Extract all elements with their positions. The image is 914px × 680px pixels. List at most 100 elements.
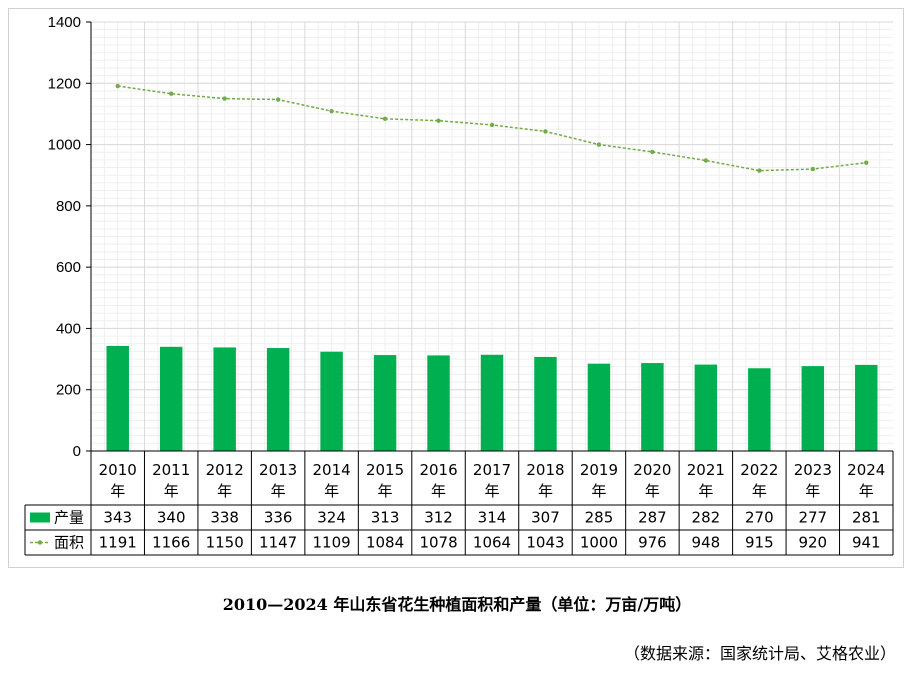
table-value-产量: 313 [371, 509, 400, 527]
y-tick-label: 0 [73, 443, 81, 460]
table-value-产量: 324 [317, 509, 346, 527]
bar-产量 [748, 368, 771, 451]
y-tick-label: 800 [56, 198, 81, 215]
bar-产量 [587, 363, 611, 451]
bar-产量 [159, 346, 183, 451]
x-category-label: 年 [431, 482, 446, 500]
y-tick-label: 400 [56, 320, 81, 337]
bar-产量 [106, 345, 129, 451]
line-point [650, 149, 655, 155]
table-value-产量: 307 [531, 509, 560, 527]
line-point [596, 142, 602, 147]
y-tick-label: 1000 [48, 137, 81, 154]
y-tick-label: 1200 [48, 75, 81, 92]
line-point [436, 118, 441, 123]
line-point [169, 91, 174, 96]
table-value-面积: 920 [798, 534, 827, 552]
x-category-label: 2023 [794, 461, 832, 479]
table-value-产量: 312 [424, 509, 453, 527]
legend-line-marker [37, 540, 43, 545]
legend-label-面积: 面积 [54, 534, 84, 552]
bar-产量 [694, 364, 718, 451]
table-value-面积: 1166 [152, 534, 190, 552]
y-tick-label: 600 [56, 259, 81, 276]
table-value-面积: 1064 [473, 534, 511, 552]
legend-label-产量: 产量 [54, 509, 84, 527]
chart-caption: 2010—2024 年山东省花生种植面积和产量（单位：万亩/万吨） [222, 595, 692, 614]
table-value-面积: 976 [638, 534, 667, 552]
line-point [543, 129, 548, 134]
line-point [329, 108, 334, 114]
table-value-面积: 1084 [366, 534, 404, 552]
line-point [115, 83, 120, 89]
table-value-面积: 1078 [419, 534, 457, 552]
table-value-产量: 340 [157, 509, 186, 527]
x-category-label: 2022 [740, 461, 778, 479]
bar-产量 [266, 348, 290, 451]
table-value-产量: 285 [585, 509, 614, 527]
bar-产量 [801, 366, 825, 451]
line-point [703, 158, 709, 163]
x-category-label: 2014 [313, 461, 351, 479]
x-category-label: 年 [591, 482, 606, 500]
x-category-label: 年 [484, 482, 499, 500]
table-value-产量: 277 [798, 509, 827, 527]
bar-产量 [480, 354, 504, 451]
x-category-label: 2012 [206, 461, 244, 479]
data-source: （数据来源：国家统计局、艾格农业） [623, 644, 896, 663]
bar-产量 [534, 356, 557, 451]
x-category-label: 年 [805, 482, 820, 500]
table-value-产量: 343 [103, 509, 132, 527]
bar-产量 [213, 347, 236, 451]
table-value-产量: 281 [852, 509, 881, 527]
y-tick-label: 200 [56, 382, 81, 399]
table-value-面积: 941 [852, 534, 881, 552]
x-category-label: 2018 [526, 461, 564, 479]
x-category-label: 2017 [473, 461, 511, 479]
table-value-面积: 1000 [580, 534, 618, 552]
x-category-label: 2015 [366, 461, 404, 479]
table-value-产量: 270 [745, 509, 774, 527]
x-category-label: 2010 [99, 461, 137, 479]
table-value-产量: 336 [264, 509, 293, 527]
x-category-label: 2020 [633, 461, 671, 479]
table-value-面积: 1043 [526, 534, 564, 552]
table-value-面积: 915 [745, 534, 774, 552]
x-category-label: 年 [110, 482, 125, 500]
table-value-面积: 1150 [206, 534, 244, 552]
line-point [489, 122, 495, 128]
x-category-label: 2021 [687, 461, 725, 479]
x-category-label: 2019 [580, 461, 618, 479]
table-value-产量: 314 [478, 509, 507, 527]
table-value-面积: 1191 [99, 534, 137, 552]
chart: 0 200 400 600 800 1000 1200 1400 2010 年 2011 年 2012 年… [24, 14, 894, 556]
line-point [757, 168, 762, 173]
x-category-label: 2011 [152, 461, 190, 479]
bar-产量 [373, 355, 397, 451]
x-category-label: 2024 [847, 461, 885, 479]
table-value-产量: 338 [210, 509, 239, 527]
line-point [275, 97, 281, 102]
x-category-label: 年 [698, 482, 713, 500]
x-category-label: 年 [324, 482, 339, 500]
table-value-面积: 948 [692, 534, 721, 552]
x-category-label: 年 [164, 482, 179, 500]
legend-bar-key [30, 512, 50, 523]
bar-产量 [855, 364, 878, 451]
line-point [382, 116, 388, 122]
table-value-面积: 1109 [313, 534, 351, 552]
bar-产量 [641, 363, 664, 451]
x-category-label: 年 [217, 482, 232, 500]
x-category-label: 年 [378, 482, 393, 500]
x-category-label: 年 [271, 482, 286, 500]
x-category-label: 年 [538, 482, 553, 500]
table-value-产量: 282 [692, 509, 721, 527]
x-category-label: 年 [752, 482, 767, 500]
x-category-label: 年 [645, 482, 660, 500]
line-point [864, 160, 869, 165]
x-category-label: 2013 [259, 461, 297, 479]
x-category-label: 2016 [419, 461, 457, 479]
table-value-产量: 287 [638, 509, 667, 527]
y-tick-label: 1400 [48, 14, 81, 31]
bar-产量 [320, 351, 343, 451]
